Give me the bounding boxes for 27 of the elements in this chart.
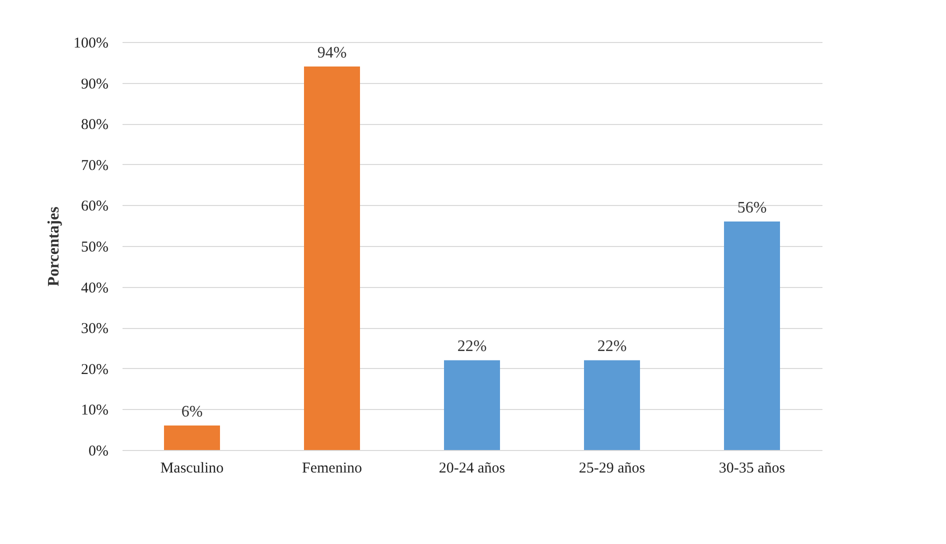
y-tick-label: 40% <box>81 280 108 296</box>
y-tick-label: 90% <box>81 76 108 92</box>
y-tick-label: 0% <box>88 444 108 460</box>
bar <box>444 360 500 450</box>
y-tick-label: 60% <box>81 198 108 215</box>
data-label: 94% <box>317 44 347 62</box>
data-label: 22% <box>457 338 487 356</box>
data-label: 6% <box>181 404 203 421</box>
y-tick-label: 10% <box>81 402 108 419</box>
y-tick-label: 20% <box>81 362 108 378</box>
x-tick-label: Masculino <box>160 460 224 476</box>
data-label: 56% <box>737 200 767 217</box>
y-axis-title: Porcentajes <box>46 206 63 286</box>
bar <box>584 360 640 450</box>
bar <box>164 426 220 450</box>
data-label: 22% <box>597 338 627 356</box>
y-tick-label: 100% <box>74 36 108 52</box>
bar <box>724 222 780 450</box>
x-tick-label: 25-29 años <box>578 460 646 476</box>
x-tick-label: 20-24 años <box>438 460 506 476</box>
y-tick-label: 30% <box>81 321 108 338</box>
x-tick-label: 30-35 años <box>718 460 786 476</box>
bar <box>304 66 360 450</box>
x-tick-label: Femenino <box>302 460 362 476</box>
y-tick-label: 70% <box>81 158 108 174</box>
y-tick-label: 50% <box>81 240 108 256</box>
y-tick-label: 80% <box>81 117 108 134</box>
